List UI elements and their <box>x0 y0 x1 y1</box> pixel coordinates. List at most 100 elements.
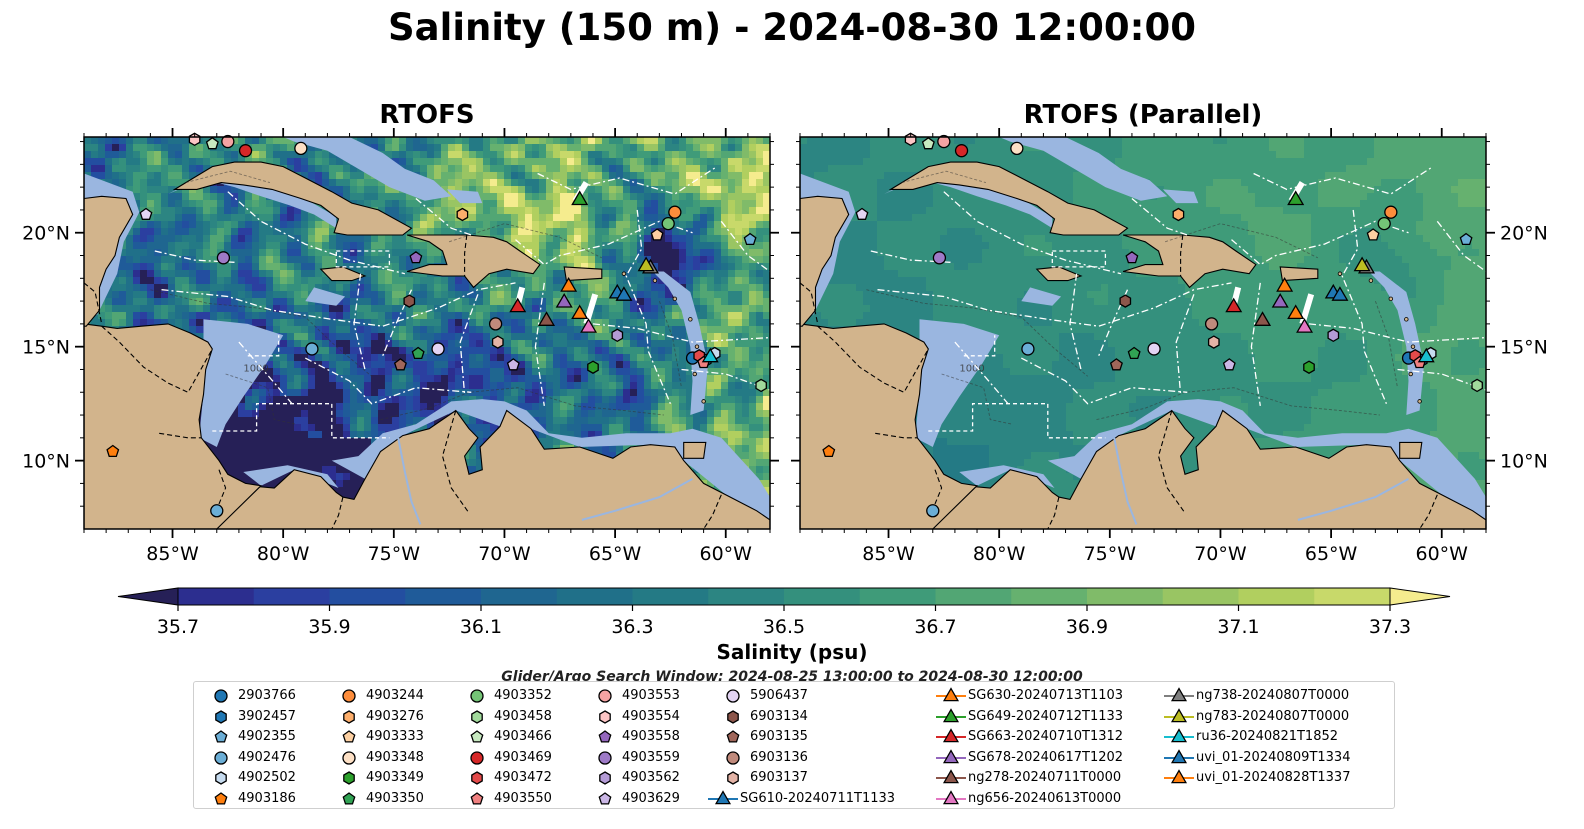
depth-contour <box>185 170 271 184</box>
argo-float-marker <box>1109 358 1123 371</box>
eez-boundary <box>335 250 391 268</box>
legend-triangle <box>942 789 960 804</box>
eez-boundary <box>154 250 235 263</box>
shelf-bahamas <box>283 137 452 201</box>
legend-label: 4902355 <box>238 729 296 744</box>
legend-shape <box>470 689 484 703</box>
lat-tick-label: 10°N <box>22 451 70 473</box>
legend-shape <box>726 750 740 765</box>
legend-label: 6903135 <box>750 729 808 744</box>
legend-marker <box>727 709 739 724</box>
legend-marker <box>598 791 612 805</box>
lon-tick-label: 75°W <box>368 543 421 565</box>
glider-marker <box>701 347 719 363</box>
land-trinidad <box>683 441 707 459</box>
eez-boundary <box>625 209 671 404</box>
argo-float-marker <box>139 207 153 220</box>
legend-shape <box>342 750 356 765</box>
colorbar: 35.7 35.9 36.1 36.3 36.5 36.7 36.9 37.1 37.3 <box>117 587 1451 638</box>
legend-triangle <box>714 789 732 804</box>
eez-boundary <box>247 335 280 357</box>
legend-label: 4902476 <box>238 749 296 765</box>
depth-contour <box>380 387 664 421</box>
eez-boundary <box>238 341 293 405</box>
glider-marker <box>1331 286 1349 301</box>
legend-marker <box>342 730 356 743</box>
land-yucatan <box>84 195 134 327</box>
land-cuba <box>888 161 1129 236</box>
eez-boundary <box>227 191 406 275</box>
legend-marker <box>342 689 356 703</box>
country-border <box>1180 234 1184 276</box>
island <box>621 271 627 276</box>
legend-marker <box>470 791 484 805</box>
legend-label: 2903766 <box>238 688 296 703</box>
colorbar-tick-label: 35.7 <box>157 616 199 638</box>
shelf-cuba_shelf <box>168 178 337 229</box>
shelf-antilles <box>1368 271 1424 415</box>
island <box>1410 344 1416 349</box>
depth-contour <box>901 170 987 184</box>
legend-label: 6903134 <box>750 708 808 724</box>
eez-boundary <box>1021 357 1188 405</box>
island <box>1337 271 1343 276</box>
argo-float-marker <box>1384 205 1398 219</box>
glider-marker <box>637 256 655 272</box>
panel-title-rtofs-parallel: RTOFS (Parallel) <box>1023 100 1263 130</box>
legend-marker <box>726 730 740 743</box>
country-border <box>875 432 918 439</box>
colorbar-bin <box>1011 588 1088 605</box>
legend-shape <box>599 709 611 724</box>
colorbar-extend-low <box>117 587 179 606</box>
lat-tick-label: 10°N <box>1500 451 1548 473</box>
country-border <box>84 282 103 325</box>
eez-boundary <box>1308 323 1486 343</box>
argo-float-marker <box>1010 141 1024 156</box>
island <box>1388 296 1394 302</box>
eez-boundary <box>212 403 390 439</box>
legend-label: SG610-20240711T1133 <box>740 790 896 806</box>
markers <box>822 132 1483 518</box>
lon-tick-label: 80°W <box>257 543 310 565</box>
eez-boundary <box>1250 282 1261 406</box>
island <box>701 399 706 404</box>
river <box>397 437 422 525</box>
figure-title: Salinity (150 m) - 2024-08-30 12:00:00 <box>388 6 1196 49</box>
legend-triangle <box>942 707 960 722</box>
legend-triangle <box>1170 748 1188 763</box>
argo-float-marker <box>491 335 504 349</box>
argo-float-marker <box>1204 317 1219 331</box>
depth-contour <box>1374 300 1398 388</box>
argo-float-marker <box>403 294 416 308</box>
legend-triangle <box>942 728 960 743</box>
argo-float-marker <box>488 317 503 331</box>
legend-shape <box>726 730 740 743</box>
legend-marker <box>342 750 356 765</box>
land-puerto_rico <box>1279 266 1319 282</box>
eez-boundary <box>1069 273 1082 370</box>
legend-shape <box>343 771 355 785</box>
argo-float-marker <box>431 342 445 356</box>
argo-float-marker <box>456 207 469 222</box>
colorbar-bin <box>405 588 482 605</box>
legend-marker <box>214 689 228 703</box>
legend-glider-marker <box>936 789 966 804</box>
glider-marker <box>580 318 598 333</box>
colorbar-bin <box>859 588 936 605</box>
legend-label: SG678-20240617T1202 <box>968 749 1124 765</box>
glider-marker <box>560 276 578 292</box>
legend-label: SG649-20240712T1133 <box>968 708 1124 724</box>
glider-marker <box>1296 318 1314 333</box>
eez-boundary <box>928 403 1106 439</box>
land-puerto_rico <box>563 266 603 282</box>
legend-shape <box>726 689 740 703</box>
eez-boundary <box>1051 250 1107 268</box>
legend-label: 4903333 <box>366 729 424 744</box>
land-hispaniola <box>1122 234 1257 289</box>
eez-boundary <box>534 282 545 406</box>
legend-shape <box>342 689 356 703</box>
map-frame <box>83 136 771 530</box>
depth-contour <box>1096 387 1380 421</box>
colorbar-bin <box>481 588 558 605</box>
country-border <box>817 325 929 394</box>
